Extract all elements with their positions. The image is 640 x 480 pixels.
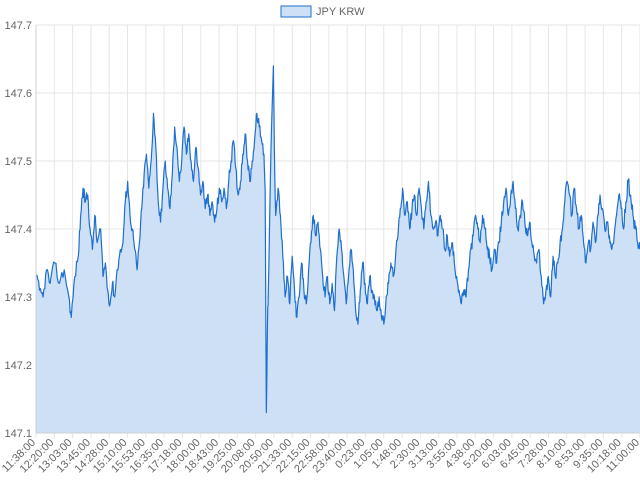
y-tick-label: 147.6 — [4, 88, 32, 100]
series-line-jpy-krw[interactable] — [35, 65, 640, 414]
y-tick-label: 147.7 — [4, 20, 32, 32]
series-area-layer — [35, 65, 640, 434]
y-tick-label: 147.1 — [4, 428, 32, 440]
y-tick-label: 147.4 — [4, 224, 32, 236]
legend-swatch[interactable] — [280, 5, 312, 18]
legend[interactable]: JPY KRW — [280, 5, 365, 18]
y-tick-label: 147.2 — [4, 360, 32, 372]
y-tick-label: 147.5 — [4, 156, 32, 168]
legend-label[interactable]: JPY KRW — [316, 6, 365, 18]
y-tick-label: 147.3 — [4, 292, 32, 304]
